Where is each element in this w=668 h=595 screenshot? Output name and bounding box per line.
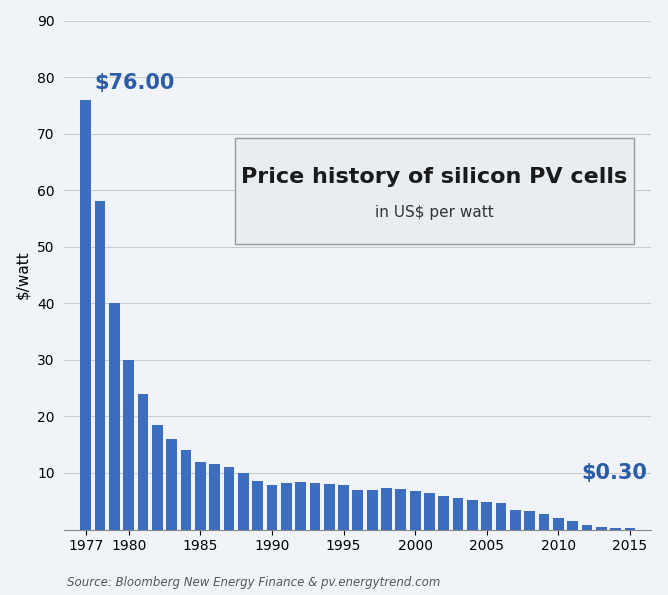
Text: in US$ per watt: in US$ per watt [375,205,494,220]
Text: $0.30: $0.30 [581,463,647,483]
Bar [510,510,521,530]
Bar [80,100,91,530]
Bar [553,518,564,530]
Bar [267,485,277,530]
FancyBboxPatch shape [234,137,634,245]
Bar [195,462,206,530]
Bar [453,499,464,530]
Bar [409,491,421,530]
Y-axis label: $/watt: $/watt [15,250,30,299]
Bar [524,511,535,530]
Bar [324,484,335,530]
Bar [611,528,621,530]
Bar [438,496,449,530]
Bar [281,483,292,530]
Bar [295,482,306,530]
Bar [353,490,363,530]
Bar [180,450,192,530]
Bar [109,303,120,530]
Bar [625,528,635,530]
Bar [538,513,549,530]
Bar [496,503,506,530]
Bar [166,439,177,530]
Bar [338,485,349,530]
Bar [124,360,134,530]
Bar [209,465,220,530]
Bar [424,493,435,530]
Bar [567,521,578,530]
Bar [482,502,492,530]
Bar [238,473,248,530]
Bar [138,394,148,530]
Bar [309,483,320,530]
Text: Price history of silicon PV cells: Price history of silicon PV cells [241,167,627,186]
Bar [224,467,234,530]
Bar [253,481,263,530]
Bar [152,425,163,530]
Bar [582,525,593,530]
Text: $76.00: $76.00 [94,73,175,93]
Bar [381,488,392,530]
Bar [395,489,406,530]
Text: Source: Bloomberg New Energy Finance & pv.energytrend.com: Source: Bloomberg New Energy Finance & p… [67,576,440,589]
Bar [596,527,607,530]
Bar [95,202,106,530]
Bar [367,490,377,530]
Bar [467,500,478,530]
